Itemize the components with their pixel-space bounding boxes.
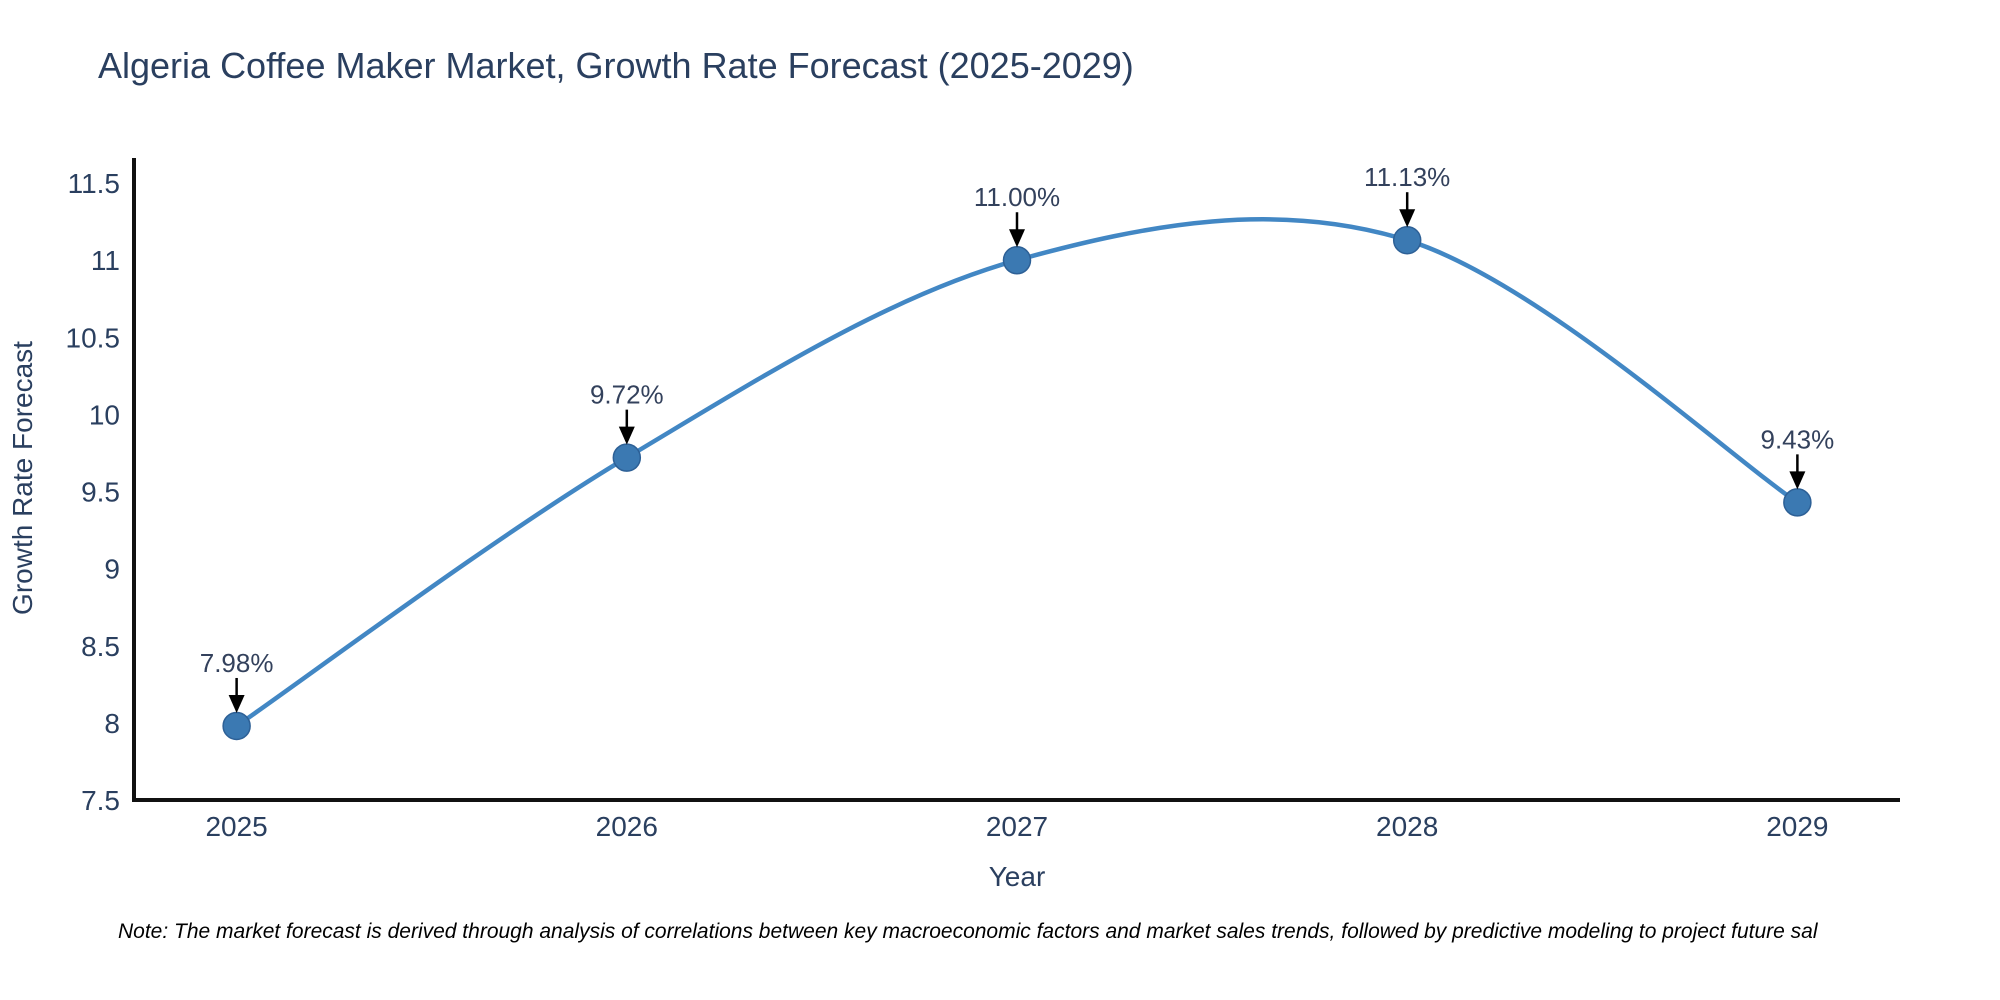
y-tick-label: 8.5	[81, 631, 120, 662]
footnote: Note: The market forecast is derived thr…	[118, 920, 1819, 943]
y-tick-label: 9.5	[81, 477, 120, 508]
point-annotation-label: 11.13%	[1364, 162, 1450, 192]
data-point-2029[interactable]	[1783, 488, 1812, 517]
y-tick-label: 11	[91, 245, 120, 276]
point-annotation: 7.98%	[200, 648, 274, 713]
point-annotation: 9.72%	[590, 380, 664, 445]
y-tick-label: 7.5	[81, 785, 120, 816]
point-annotation: 9.43%	[1761, 424, 1835, 490]
y-tick-label: 10	[89, 399, 120, 430]
data-point-2026[interactable]	[612, 443, 642, 472]
y-tick-label: 10.5	[66, 322, 121, 353]
point-annotation: 11.00%	[974, 182, 1060, 248]
point-annotation-label: 9.43%	[1761, 424, 1835, 454]
point-annotation: 11.13%	[1364, 162, 1450, 228]
plot-layer: 7.5 8 8.5 9 9.5 10 10.5 11 11.5 2025 2026 2027 2028 2…	[66, 158, 1900, 842]
y-tick-label: 8	[104, 708, 120, 739]
y-axis-title: Growth Rate Forecast	[7, 341, 38, 615]
x-tick-label: 2028	[1376, 811, 1438, 842]
x-tick-label: 2026	[596, 811, 658, 842]
point-annotation-label: 11.00%	[974, 182, 1060, 212]
annotation-arrowhead-icon	[1399, 209, 1416, 228]
annotation-arrowhead-icon	[1789, 471, 1806, 490]
data-point-2027[interactable]	[1002, 245, 1032, 275]
point-annotation-label: 9.72%	[590, 380, 664, 410]
x-tick-label: 2027	[986, 811, 1048, 842]
x-tick-label: 2025	[205, 811, 267, 842]
annotation-arrowhead-icon	[618, 426, 635, 445]
data-point-2028[interactable]	[1392, 225, 1422, 255]
y-tick-label: 11.5	[68, 168, 120, 199]
point-annotation-label: 7.98%	[200, 648, 274, 678]
annotation-arrowhead-icon	[228, 694, 245, 713]
x-tick-label: 2029	[1766, 811, 1828, 842]
x-axis-title: Year	[989, 861, 1046, 892]
annotation-arrowhead-icon	[1009, 229, 1025, 248]
data-point-2025[interactable]	[222, 711, 251, 741]
chart-title: Algeria Coffee Maker Market, Growth Rate…	[98, 45, 1134, 86]
y-tick-label: 9	[104, 554, 120, 585]
